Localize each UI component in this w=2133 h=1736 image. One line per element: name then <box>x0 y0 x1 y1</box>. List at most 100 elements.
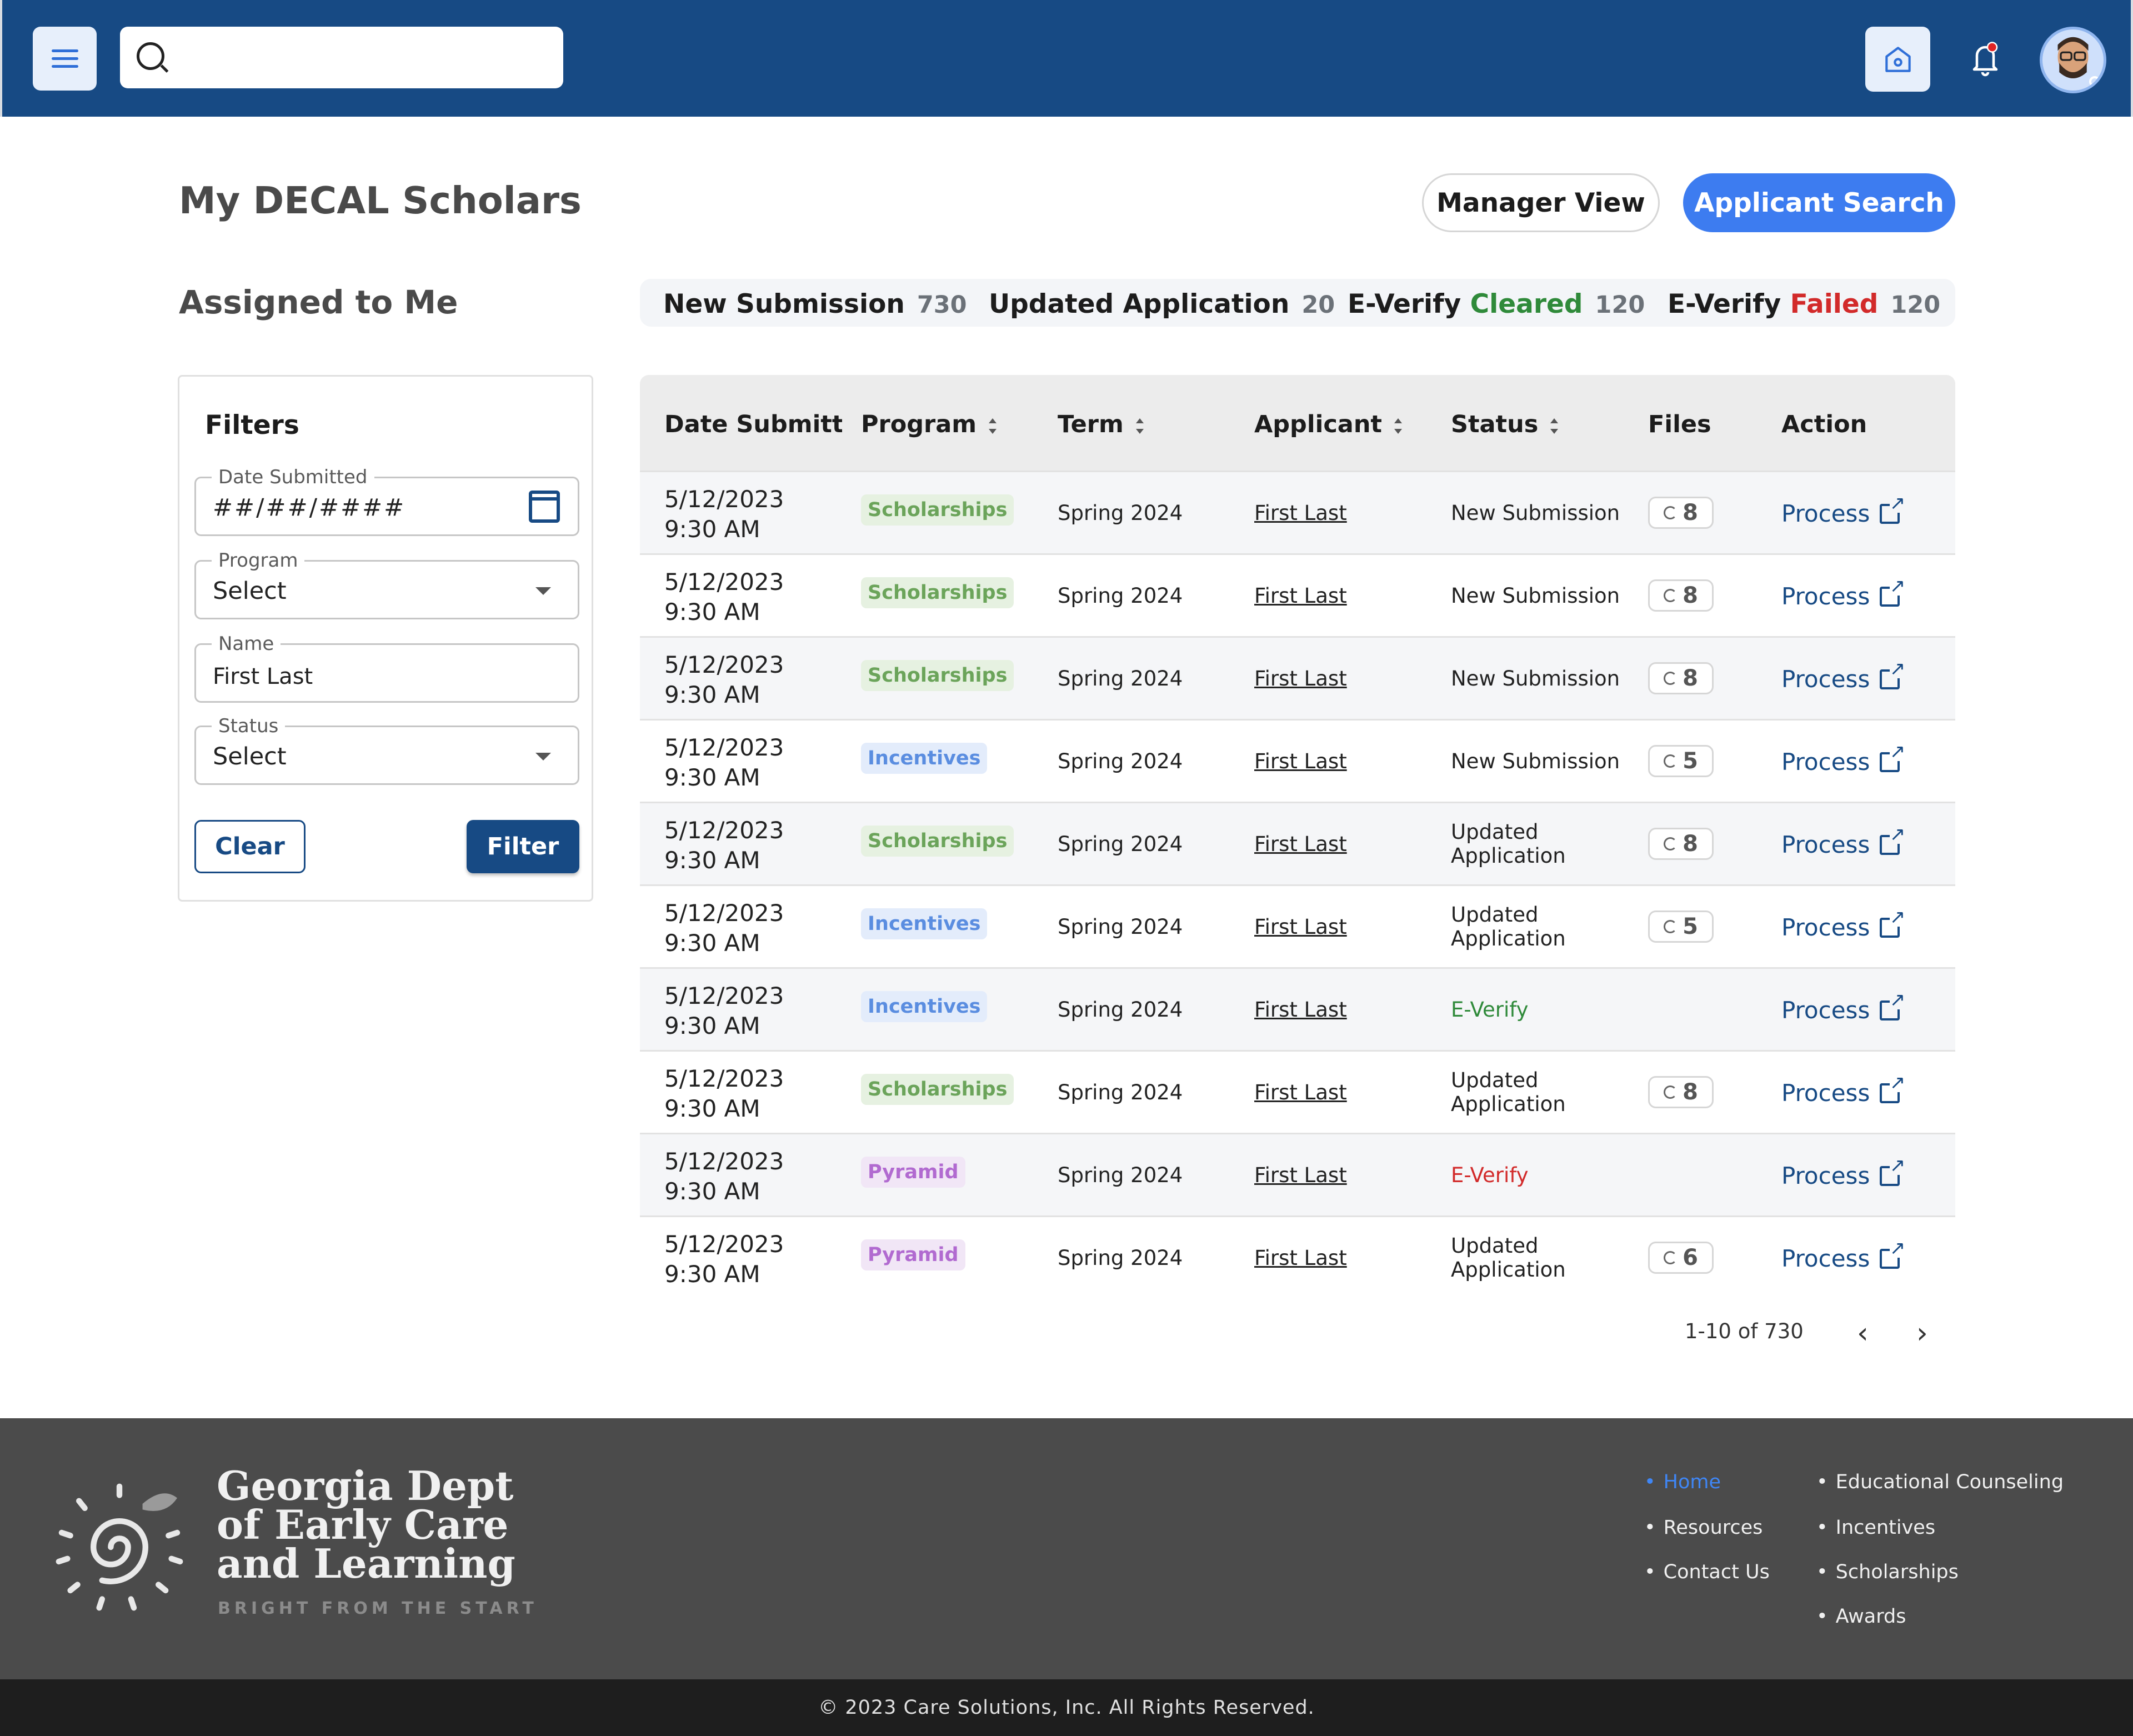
avatar[interactable] <box>2040 27 2106 93</box>
manager-view-button[interactable]: Manager View <box>1422 173 1660 232</box>
chevron-right-icon[interactable]: › <box>1916 1317 1928 1350</box>
files-attachment-button[interactable]: 8 <box>1648 1076 1714 1108</box>
footer-link-home[interactable]: Home <box>1644 1471 1721 1493</box>
status-text: E-Verify <box>1451 1163 1529 1187</box>
process-link[interactable]: Process <box>1781 659 1906 693</box>
applicant-link[interactable]: First Last <box>1254 1163 1347 1187</box>
sort-icon[interactable] <box>1550 418 1559 434</box>
date-submitted-field[interactable]: Date Submitted ##/##/#### <box>194 466 579 536</box>
files-attachment-button[interactable]: 8 <box>1648 497 1714 529</box>
date-submitted: 5/12/2023 9:30 AM <box>664 898 784 958</box>
sort-icon[interactable] <box>1135 418 1144 434</box>
external-link-icon <box>1880 576 1906 607</box>
stat-everify-cleared[interactable]: E-Verify Cleared 120 <box>1348 289 1645 319</box>
field-label: Status <box>212 715 286 737</box>
footer-link-awards[interactable]: Awards <box>1816 1605 1906 1628</box>
user-avatar-icon <box>2057 37 2089 78</box>
external-link-icon <box>1880 907 1906 938</box>
applicant-link[interactable]: First Last <box>1254 667 1347 691</box>
status-select[interactable]: Status Select <box>194 715 579 785</box>
search-input[interactable] <box>181 38 548 77</box>
clear-button[interactable]: Clear <box>194 820 306 873</box>
status-text: E-Verify <box>1451 998 1529 1022</box>
process-link[interactable]: Process <box>1781 742 1906 776</box>
applicant-search-button[interactable]: Applicant Search <box>1683 173 1955 232</box>
date-value: 5/12/2023 <box>664 1148 784 1175</box>
calendar-icon[interactable] <box>529 491 560 523</box>
column-status[interactable]: Status <box>1451 411 1559 438</box>
files-attachment-button[interactable]: 8 <box>1648 828 1714 860</box>
process-link[interactable]: Process <box>1781 1238 1906 1272</box>
footer-link-educational-counseling[interactable]: Educational Counseling <box>1816 1471 2064 1493</box>
stat-everify-failed[interactable]: E-Verify Failed 120 <box>1668 289 1940 319</box>
process-link[interactable]: Process <box>1781 824 1906 858</box>
name-field[interactable]: Name First Last <box>194 633 579 703</box>
footer-link-contact-us[interactable]: Contact Us <box>1644 1561 1770 1583</box>
filter-button[interactable]: Filter <box>467 820 579 873</box>
process-link[interactable]: Process <box>1781 493 1906 527</box>
sort-icon[interactable] <box>989 418 997 434</box>
term-text: Spring 2024 <box>1058 1163 1183 1187</box>
time-value: 9:30 AM <box>664 681 760 708</box>
column-program[interactable]: Program <box>861 411 997 438</box>
status-text: Updated Application <box>1451 1234 1566 1282</box>
time-value: 9:30 AM <box>664 1260 760 1288</box>
files-count: 5 <box>1683 748 1698 774</box>
process-label: Process <box>1781 583 1870 610</box>
files-attachment-button[interactable]: 8 <box>1648 662 1714 694</box>
process-link[interactable]: Process <box>1781 907 1906 941</box>
files-attachment-button[interactable]: 5 <box>1648 745 1714 777</box>
program-badge: Pyramid <box>861 1239 965 1270</box>
column-term[interactable]: Term <box>1058 411 1144 438</box>
chevron-left-icon[interactable]: ‹ <box>1857 1317 1869 1350</box>
files-attachment-button[interactable]: 5 <box>1648 910 1714 943</box>
term-text: Spring 2024 <box>1058 749 1183 773</box>
table-row: 5/12/2023 9:30 AM Scholarships Spring 2024 F… <box>640 636 1955 719</box>
applicant-link[interactable]: First Last <box>1254 915 1347 939</box>
files-attachment-button[interactable]: 6 <box>1648 1242 1714 1274</box>
program-badge: Scholarships <box>861 660 1014 691</box>
applicant-link[interactable]: First Last <box>1254 1246 1347 1270</box>
home-button[interactable] <box>1865 27 1930 92</box>
global-search[interactable] <box>120 27 563 88</box>
stat-count: 730 <box>917 291 967 319</box>
stat-label: E-Verify <box>1668 289 1781 319</box>
status-summary-bar: New Submission 730 Updated Application 20 … <box>640 279 1955 327</box>
date-value: 5/12/2023 <box>664 1230 784 1258</box>
column-applicant[interactable]: Applicant <box>1254 411 1402 438</box>
stat-label: E-Verify <box>1348 289 1461 319</box>
footer-link-resources[interactable]: Resources <box>1644 1517 1763 1539</box>
term-text: Spring 2024 <box>1058 998 1183 1022</box>
date-submitted: 5/12/2023 9:30 AM <box>664 981 784 1041</box>
external-link-icon <box>1880 824 1906 855</box>
stat-new-submission[interactable]: New Submission 730 <box>663 289 967 319</box>
date-value: 5/12/2023 <box>664 486 784 513</box>
applicant-link[interactable]: First Last <box>1254 749 1347 773</box>
paperclip-icon <box>1664 1085 1678 1099</box>
stat-updated-application[interactable]: Updated Application 20 <box>989 289 1335 319</box>
process-link[interactable]: Process <box>1781 576 1906 610</box>
applicant-link[interactable]: First Last <box>1254 584 1347 608</box>
sort-icon[interactable] <box>1394 418 1402 434</box>
process-link[interactable]: Process <box>1781 990 1906 1024</box>
table-row: 5/12/2023 9:30 AM Scholarships Spring 2024 F… <box>640 471 1955 553</box>
process-link[interactable]: Process <box>1781 1155 1906 1189</box>
process-link[interactable]: Process <box>1781 1073 1906 1107</box>
applicant-link[interactable]: First Last <box>1254 1080 1347 1104</box>
footer-link-scholarships[interactable]: Scholarships <box>1816 1561 1959 1583</box>
field-value: Select <box>213 577 287 605</box>
applicant-link[interactable]: First Last <box>1254 998 1347 1022</box>
files-attachment-button[interactable]: 8 <box>1648 579 1714 612</box>
table-row: 5/12/2023 9:30 AM Incentives Spring 2024 Fir… <box>640 884 1955 967</box>
term-text: Spring 2024 <box>1058 832 1183 856</box>
applicant-link[interactable]: First Last <box>1254 832 1347 856</box>
bell-icon[interactable] <box>1969 39 2002 78</box>
footer-link-incentives[interactable]: Incentives <box>1816 1517 1935 1539</box>
org-name-line: Georgia Dept <box>217 1462 514 1509</box>
filters-title: Filters <box>205 410 299 441</box>
program-select[interactable]: Program Select <box>194 549 579 619</box>
menu-button[interactable] <box>33 27 97 91</box>
applicant-link[interactable]: First Last <box>1254 501 1347 525</box>
column-action: Action <box>1781 411 1867 438</box>
column-date-submitted[interactable]: Date Submitted <box>664 411 842 438</box>
